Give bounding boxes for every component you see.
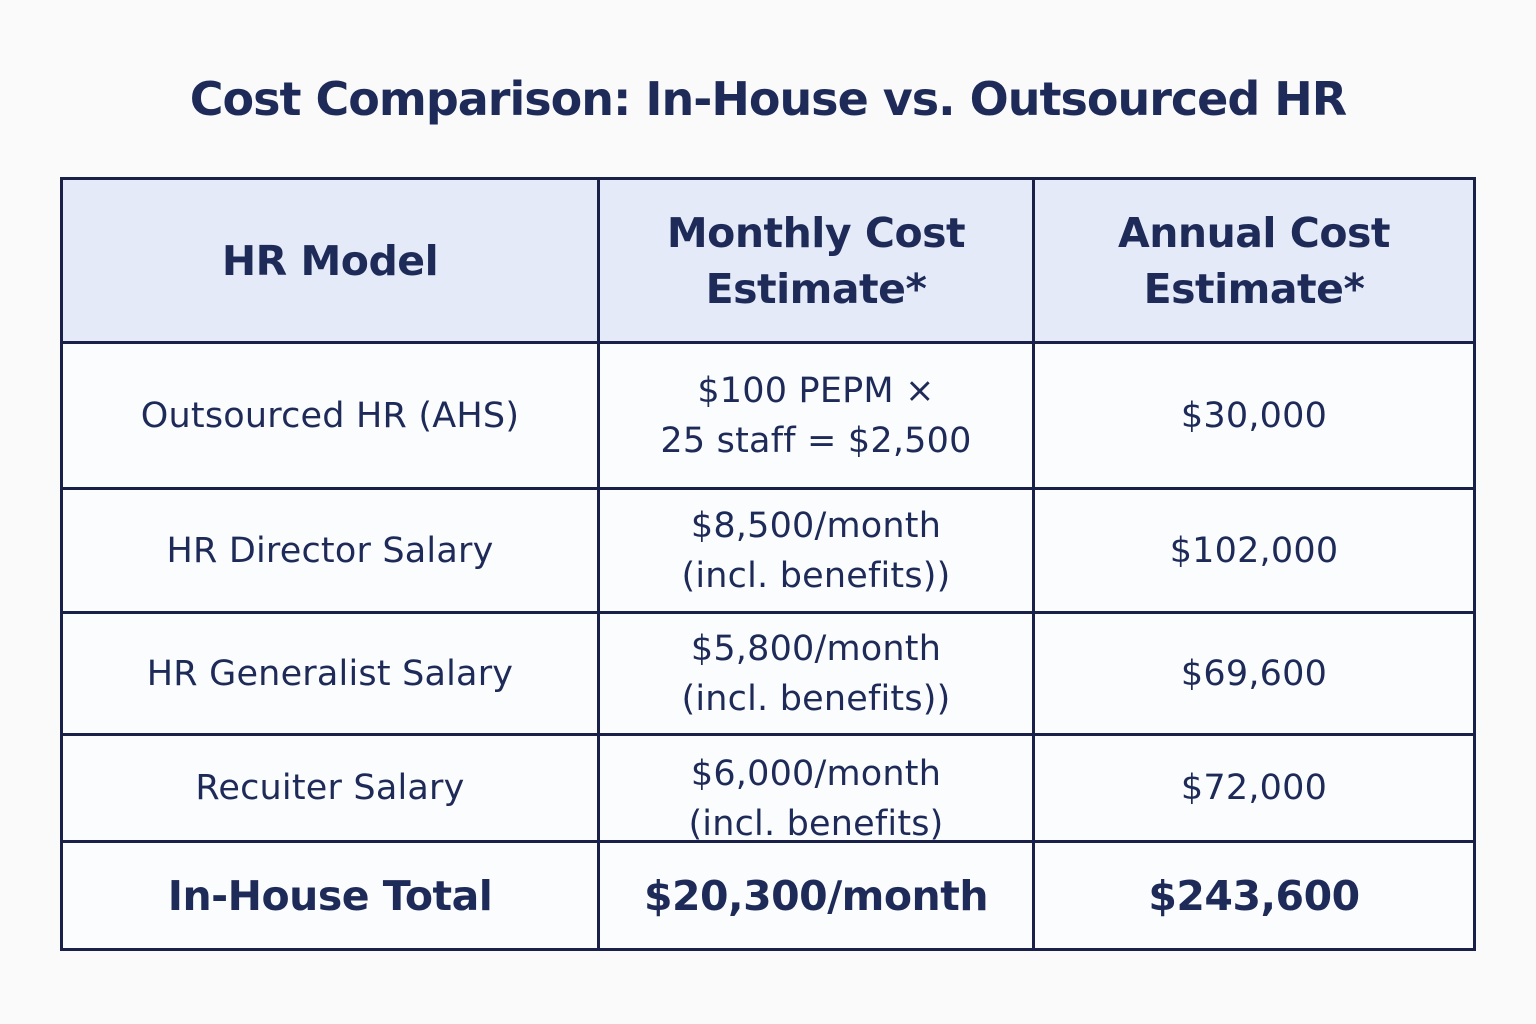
annual-cost-cell: $243,600 (1035, 843, 1473, 948)
header-label: HR Model (221, 236, 439, 285)
hr-model-cell: HR Generalist Salary (63, 614, 600, 736)
annual-cost-value: $243,600 (1148, 871, 1360, 920)
monthly-cost-line: 25 staff = $2,500 (660, 420, 972, 461)
header-label: Monthly Cost (666, 208, 966, 257)
hr-model-cell: HR Director Salary (63, 490, 600, 614)
monthly-cost-line: $5,800/month (690, 628, 942, 669)
monthly-cost-cell: $5,800/month (incl. benefits)) (600, 614, 1035, 736)
hr-model-cell: In-House Total (63, 843, 600, 948)
page-title: Cost Comparison: In-House vs. Outsourced… (189, 72, 1347, 126)
monthly-cost-cell: $6,000/month (incl. benefits) (600, 736, 1035, 844)
monthly-cost-cell: $100 PEPM × 25 staff = $2,500 (600, 344, 1035, 490)
hr-model-cell: Outsourced HR (AHS) (63, 344, 600, 490)
header-hr-model: HR Model (63, 180, 600, 344)
monthly-cost-line: (incl. benefits) (688, 804, 944, 844)
annual-cost-value: $72,000 (1180, 768, 1328, 808)
monthly-cost-cell: $20,300/month (600, 843, 1035, 948)
cost-comparison-table: HR Model Monthly Cost Estimate* Annual C… (60, 177, 1476, 951)
monthly-cost-line: $6,000/month (690, 754, 942, 794)
hr-model-value: Recuiter Salary (195, 768, 465, 808)
annual-cost-cell: $72,000 (1035, 736, 1473, 843)
header-monthly-cost: Monthly Cost Estimate* (600, 180, 1035, 344)
header-label: Estimate* (1143, 264, 1365, 313)
annual-cost-cell: $69,600 (1035, 614, 1473, 736)
hr-model-value: HR Director Salary (166, 530, 494, 571)
hr-model-cell: Recuiter Salary (63, 736, 600, 843)
hr-model-value: In-House Total (167, 871, 493, 920)
header-label: Estimate* (705, 264, 927, 313)
header-annual-cost: Annual Cost Estimate* (1035, 180, 1473, 344)
annual-cost-cell: $30,000 (1035, 344, 1473, 490)
monthly-cost-line: $100 PEPM × (697, 370, 935, 411)
annual-cost-value: $69,600 (1180, 653, 1328, 694)
header-label: Annual Cost (1117, 208, 1391, 257)
hr-model-value: Outsourced HR (AHS) (140, 395, 520, 436)
annual-cost-cell: $102,000 (1035, 490, 1473, 614)
monthly-cost-line: (incl. benefits)) (681, 555, 951, 596)
monthly-cost-line: $20,300/month (643, 871, 989, 920)
hr-model-value: HR Generalist Salary (146, 653, 514, 694)
annual-cost-value: $102,000 (1169, 530, 1339, 571)
infographic-page: Cost Comparison: In-House vs. Outsourced… (0, 70, 1536, 1024)
annual-cost-value: $30,000 (1180, 395, 1328, 436)
monthly-cost-line: (incl. benefits)) (681, 678, 951, 719)
monthly-cost-cell: $8,500/month (incl. benefits)) (600, 490, 1035, 614)
monthly-cost-line: $8,500/month (690, 505, 942, 546)
